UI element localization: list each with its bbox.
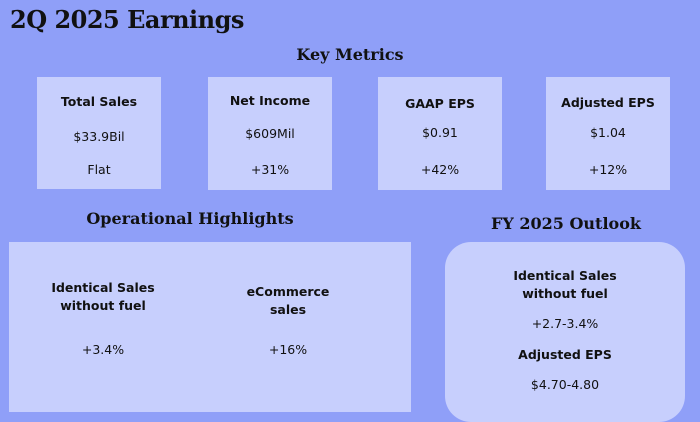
identical-sales-label-line1: Identical Sales <box>51 280 155 295</box>
metric-value: $1.04 <box>590 125 626 140</box>
ecommerce-label-line2: sales <box>269 302 307 317</box>
operational-highlights-panel: Identical Sales without fuel +3.4% eComm… <box>9 242 411 412</box>
ecommerce-block: eCommerce sales +16% <box>228 283 348 357</box>
metric-change: +12% <box>588 162 628 177</box>
metric-value: $33.9Bil <box>73 129 125 144</box>
metric-value: $609Mil <box>245 126 295 141</box>
outlook-identical-sales-label-line2: without fuel <box>522 286 608 301</box>
page-title: 2Q 2025 Earnings <box>10 5 244 34</box>
metric-change: +42% <box>420 162 460 177</box>
outlook-identical-sales-value: +2.7-3.4% <box>531 316 599 331</box>
outlook-identical-sales-block: Identical Sales without fuel +2.7-3.4% <box>445 267 685 331</box>
key-metrics-heading: Key Metrics <box>296 45 404 64</box>
metric-card-adjusted-eps: Adjusted EPS $1.04 +12% <box>546 77 670 190</box>
metric-card-net-income: Net Income $609Mil +31% <box>208 77 332 190</box>
ecommerce-label-line1: eCommerce <box>246 284 330 299</box>
metric-change: Flat <box>87 162 111 177</box>
outlook-adjusted-eps-label: Adjusted EPS <box>518 347 612 362</box>
metric-label: Adjusted EPS <box>561 95 655 110</box>
outlook-adjusted-eps-block: Adjusted EPS $4.70-4.80 <box>445 346 685 392</box>
identical-sales-label-line2: without fuel <box>60 298 146 313</box>
outlook-adjusted-eps-value: $4.70-4.80 <box>530 377 600 392</box>
ecommerce-value: +16% <box>268 342 308 357</box>
fy-outlook-panel: Identical Sales without fuel +2.7-3.4% A… <box>445 242 685 422</box>
fy-outlook-heading: FY 2025 Outlook <box>491 214 641 233</box>
metric-label: GAAP EPS <box>405 96 475 111</box>
identical-sales-block: Identical Sales without fuel +3.4% <box>33 279 173 357</box>
outlook-identical-sales-label-line1: Identical Sales <box>513 268 617 283</box>
metric-value: $0.91 <box>422 125 458 140</box>
operational-highlights-heading: Operational Highlights <box>86 209 294 228</box>
metric-card-gaap-eps: GAAP EPS $0.91 +42% <box>378 77 502 190</box>
metric-label: Net Income <box>229 93 311 108</box>
identical-sales-value: +3.4% <box>81 342 125 357</box>
metric-label: Total Sales <box>60 94 138 109</box>
metric-card-total-sales: Total Sales $33.9Bil Flat <box>37 77 161 189</box>
metric-change: +31% <box>250 162 290 177</box>
